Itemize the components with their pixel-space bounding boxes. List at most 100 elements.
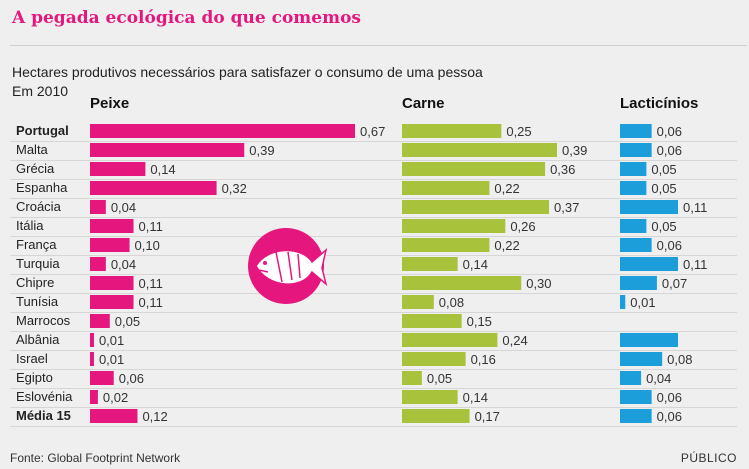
value-label: 0,06 <box>657 409 682 424</box>
country-label: Israel <box>16 351 48 366</box>
bar-lacticínios <box>620 333 678 347</box>
row-separator <box>10 331 737 332</box>
bar-lacticínios <box>620 219 647 233</box>
bar-lacticínios <box>620 162 647 176</box>
bar-peixe <box>90 295 134 309</box>
country-label: Média 15 <box>16 408 71 423</box>
value-label: 0,11 <box>139 219 163 234</box>
row-separator <box>10 293 737 294</box>
value-label: 0,10 <box>135 238 160 253</box>
value-label: 0,11 <box>139 276 163 291</box>
country-label: Chipre <box>16 275 55 290</box>
country-label: Tunísia <box>16 294 59 309</box>
country-label: Grécia <box>16 161 55 176</box>
country-label: Marrocos <box>16 313 71 328</box>
value-label: 0,26 <box>510 219 535 234</box>
bar-lacticínios <box>620 143 652 157</box>
value-label: 0,05 <box>651 219 676 234</box>
row-separator <box>10 274 737 275</box>
value-label: 0,01 <box>630 295 655 310</box>
value-label: 0,32 <box>222 181 247 196</box>
row-separator <box>10 407 737 408</box>
value-label: 0,30 <box>526 276 551 291</box>
country-label: Turquia <box>16 256 60 271</box>
bar-lacticínios <box>620 409 652 423</box>
bar-carne <box>402 409 470 423</box>
bar-lacticínios <box>620 124 652 138</box>
value-label: 0,01 <box>99 333 124 348</box>
bar-peixe <box>90 333 94 347</box>
country-label: Eslovénia <box>16 389 73 404</box>
value-label: 0,05 <box>651 181 676 196</box>
value-label: 0,06 <box>119 371 144 386</box>
country-label: França <box>16 237 57 252</box>
value-label: 0,16 <box>471 352 496 367</box>
row-separator <box>10 179 737 180</box>
bar-carne <box>402 390 458 404</box>
chart-subtitle: Hectares produtivos necessários para sat… <box>12 64 483 80</box>
value-label: 0,07 <box>662 276 687 291</box>
bar-peixe <box>90 200 106 214</box>
country-label: Croácia <box>16 199 61 214</box>
row-separator <box>10 198 737 199</box>
bar-peixe <box>90 314 110 328</box>
value-label: 0,06 <box>657 238 682 253</box>
bar-carne <box>402 333 498 347</box>
row-separator <box>10 141 737 142</box>
value-label: 0,36 <box>550 162 575 177</box>
row-separator <box>10 236 737 237</box>
value-label: 0,05 <box>651 162 676 177</box>
bar-carne <box>402 314 462 328</box>
bar-peixe <box>90 276 134 290</box>
bar-carne <box>402 257 458 271</box>
value-label: 0,14 <box>463 390 488 405</box>
fish-icon <box>248 228 328 304</box>
value-label: 0,15 <box>467 314 492 329</box>
value-label: 0,11 <box>139 295 163 310</box>
value-label: 0,24 <box>502 333 527 348</box>
bar-lacticínios <box>620 390 652 404</box>
value-label: 0,17 <box>475 409 500 424</box>
row-separator <box>10 160 737 161</box>
value-label: 0,11 <box>683 257 707 272</box>
header-lacticinios: Lacticínios <box>620 95 699 112</box>
bar-carne <box>402 200 550 214</box>
page-title: A pegada ecológica do que comemos <box>12 8 361 28</box>
value-label: 0,06 <box>657 390 682 405</box>
bar-peixe <box>90 238 130 252</box>
header-peixe: Peixe <box>90 95 130 112</box>
title-divider <box>10 45 747 46</box>
bar-lacticínios <box>620 200 678 214</box>
bar-carne <box>402 276 522 290</box>
country-label: Albânia <box>16 332 60 347</box>
country-label: Portugal <box>16 123 69 138</box>
bar-peixe <box>90 124 355 138</box>
row-separator <box>10 426 737 427</box>
bar-peixe <box>90 409 138 423</box>
bar-carne <box>402 143 557 157</box>
bar-carne <box>402 295 434 309</box>
bar-carne <box>402 162 546 176</box>
value-label: 0,14 <box>463 257 488 272</box>
row-separator <box>10 255 737 256</box>
bar-peixe <box>90 181 217 195</box>
bar-peixe <box>90 143 245 157</box>
bar-carne <box>402 219 506 233</box>
value-label: 0,02 <box>103 390 128 405</box>
bar-carne <box>402 371 422 385</box>
country-label: Malta <box>16 142 48 157</box>
value-label: 0,39 <box>562 143 587 158</box>
bar-carne <box>402 181 490 195</box>
bar-lacticínios <box>620 257 678 271</box>
value-label: 0,08 <box>667 352 692 367</box>
row-separator <box>10 388 737 389</box>
value-label: 0,37 <box>554 200 579 215</box>
bar-peixe <box>90 352 94 366</box>
row-separator <box>10 350 737 351</box>
row-separator <box>10 217 737 218</box>
bar-carne <box>402 238 490 252</box>
bar-lacticínios <box>620 371 642 385</box>
bar-peixe <box>90 219 134 233</box>
value-label: 0,06 <box>657 143 682 158</box>
